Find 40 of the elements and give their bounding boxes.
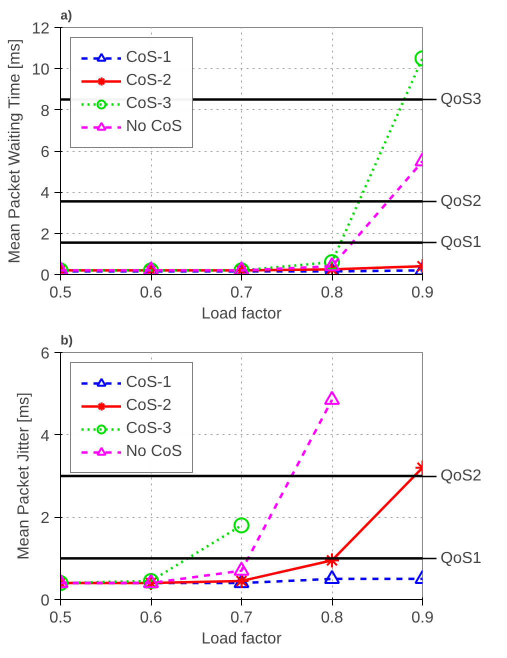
ref-line-label: QoS3	[440, 91, 482, 108]
y-tick-label: 10	[32, 62, 50, 79]
x-tick-label: 0.6	[140, 610, 162, 626]
y-tick-label: 6	[40, 144, 50, 161]
legend-label: CoS-2	[126, 397, 172, 415]
legend-label: No CoS	[126, 118, 182, 136]
y-tick-label: 6	[40, 346, 50, 362]
y-tick-label: 0	[40, 592, 50, 610]
y-tick-label: 2	[40, 226, 50, 244]
y-tick-label: 0	[40, 268, 50, 284]
legend-label: CoS-2	[126, 72, 172, 90]
x-tick-label: 0.5	[49, 284, 72, 302]
x-tick-label: 0.8	[320, 610, 344, 626]
x-tick-label: 0.7	[230, 284, 253, 302]
legend-label: CoS-1	[126, 49, 172, 67]
x-tick-label: 0.7	[230, 610, 253, 626]
y-tick-label: 2	[40, 510, 50, 528]
chart-title: b)	[60, 332, 73, 348]
x-tick-label: 0.9	[411, 284, 434, 302]
y-tick-label: 4	[40, 185, 50, 202]
ref-line-label: QoS2	[440, 192, 482, 210]
y-axis-title: Mean Packet Jitter [ms]	[16, 392, 33, 560]
x-axis-title: Load factor	[201, 630, 282, 648]
y-tick-label: 12	[32, 20, 50, 38]
ref-line-label: QoS1	[440, 234, 482, 252]
y-axis-title: Mean Packet Waiting Time [ms]	[6, 38, 24, 264]
legend-label: CoS-3	[126, 420, 172, 438]
y-tick-label: 4	[40, 428, 50, 445]
y-tick-label: 8	[40, 102, 50, 120]
x-tick-label: 0.8	[320, 284, 344, 302]
chart-title: a)	[60, 8, 72, 22]
x-tick-label: 0.6	[140, 284, 162, 302]
x-axis-title: Load factor	[201, 306, 282, 322]
ref-line-label: QoS1	[440, 550, 482, 567]
legend-label: No CoS	[126, 443, 182, 461]
legend-label: CoS-1	[126, 374, 172, 392]
x-tick-label: 0.9	[411, 610, 434, 626]
ref-line-label: QoS2	[440, 468, 482, 484]
x-tick-label: 0.5	[49, 610, 72, 626]
legend-label: CoS-3	[126, 95, 172, 113]
